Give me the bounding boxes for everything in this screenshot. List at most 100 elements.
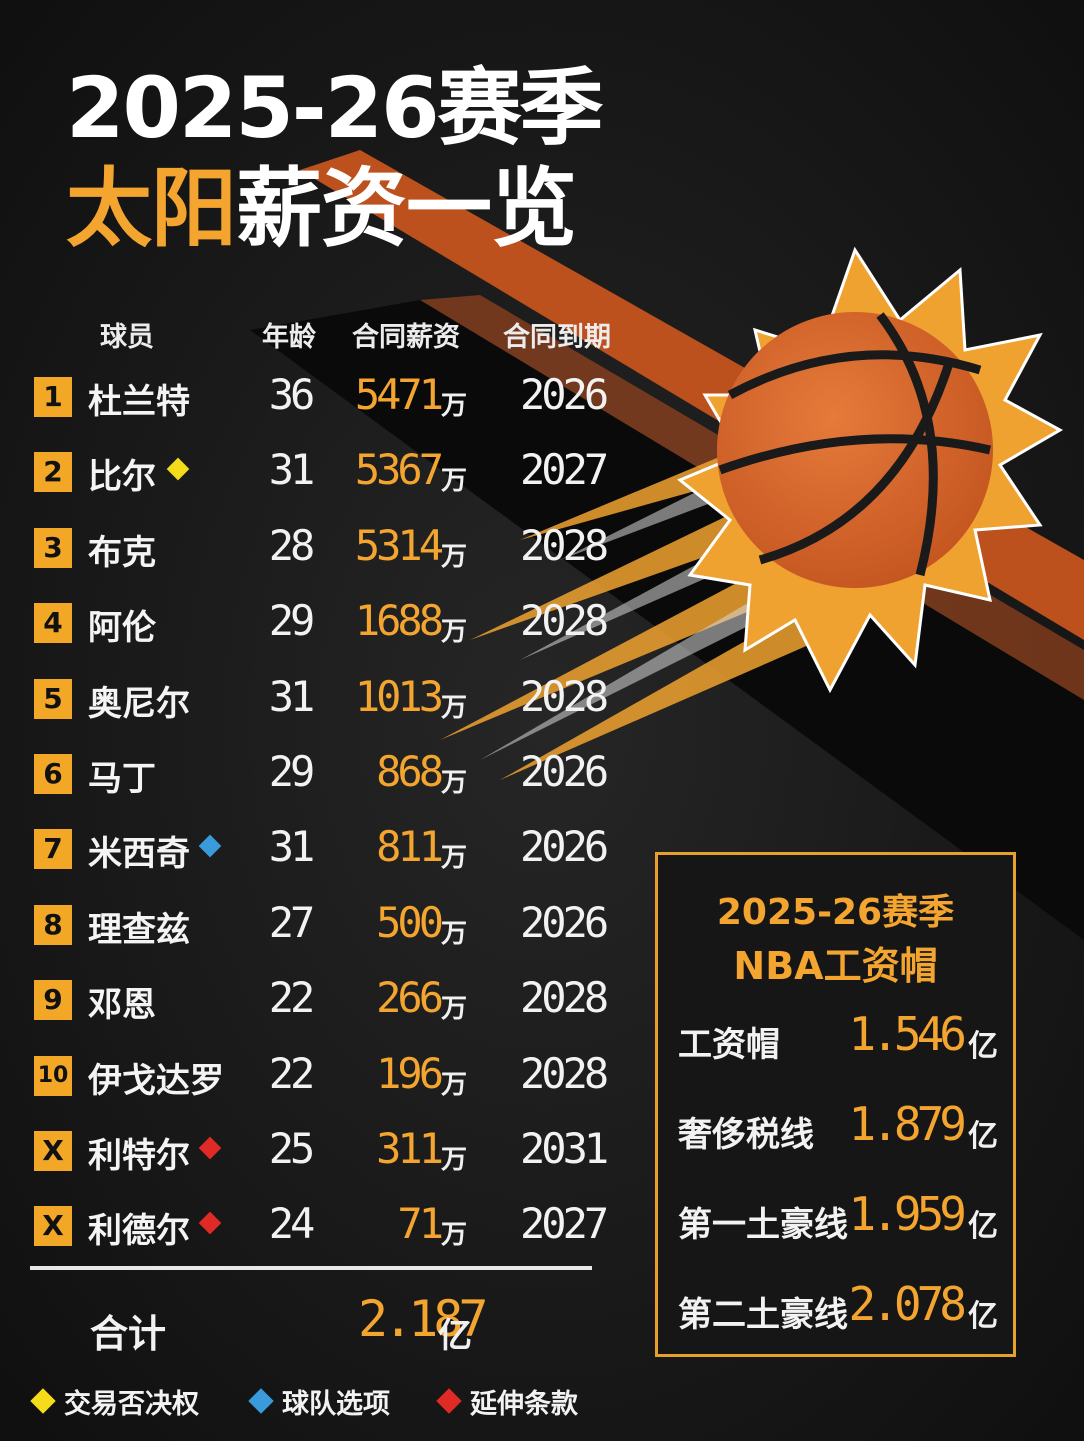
table-row: 10 伊戈达罗 22 196 万 2028	[0, 1047, 640, 1122]
cap-box-subtitle: NBA工资帽	[733, 944, 938, 988]
player-name: 马丁	[88, 759, 156, 799]
player-salary: 811	[376, 822, 444, 872]
player-salary: 5471	[354, 370, 444, 419]
player-age: 36	[268, 370, 316, 419]
player-age: 31	[268, 822, 316, 872]
player-age: 25	[268, 1124, 316, 1173]
rank-badge: X	[34, 1131, 72, 1171]
contract-expiry: 2026	[520, 747, 609, 796]
header-expiry: 合同到期	[503, 322, 611, 353]
table-row: X 利特尔 25 311 万 2031	[0, 1122, 640, 1197]
player-age: 24	[268, 1199, 316, 1249]
salary-unit: 万	[441, 1220, 468, 1251]
player-age: 31	[268, 671, 316, 721]
header-player: 球员	[100, 322, 154, 353]
cap-row: 第二土豪线 2.078 亿	[678, 1273, 998, 1343]
rank-badge: 9	[34, 980, 72, 1021]
contract-expiry: 2027	[520, 1199, 609, 1249]
rank-badge: 6	[34, 754, 72, 794]
salary-unit: 万	[441, 391, 468, 421]
player-name: 伊戈达罗	[88, 1060, 224, 1101]
contract-expiry: 2028	[520, 671, 609, 721]
rank-badge: 8	[34, 904, 72, 945]
salary-unit: 万	[441, 1145, 468, 1175]
red-diamond-icon	[198, 1136, 222, 1160]
cap-label: 第一土豪线	[678, 1205, 848, 1245]
player-salary: 5367	[354, 445, 444, 495]
page-title-line1: 2025-26赛季	[66, 59, 604, 157]
player-age: 31	[268, 445, 316, 495]
player-age: 29	[268, 596, 316, 646]
player-salary: 500	[376, 897, 444, 947]
player-salary: 266	[376, 973, 444, 1023]
table-row: 9 邓恩 22 266 万 2028	[0, 971, 640, 1046]
player-name: 理查兹	[88, 909, 190, 950]
player-salary: 196	[376, 1048, 444, 1098]
salary-unit: 万	[441, 994, 468, 1025]
legend-label: 球队选项	[282, 1389, 390, 1420]
player-name: 比尔	[88, 457, 156, 498]
player-salary: 311	[376, 1124, 444, 1173]
contract-expiry: 2028	[520, 1048, 609, 1098]
rank-badge: 2	[34, 452, 72, 493]
cap-label: 奢侈税线	[678, 1115, 814, 1155]
header-age: 年龄	[262, 322, 316, 353]
title-team: 太阳	[66, 159, 237, 259]
basketball-icon	[717, 312, 993, 588]
player-age: 22	[268, 1048, 316, 1098]
divider	[30, 1266, 592, 1270]
table-row: 8 理查兹 27 500 万 2026	[0, 896, 640, 971]
player-age: 27	[268, 897, 316, 947]
player-name: 阿伦	[88, 608, 156, 649]
player-name: 杜兰特	[88, 382, 190, 422]
table-row: X 利德尔 24 71 万 2027	[0, 1197, 640, 1272]
legend-label: 交易否决权	[64, 1389, 199, 1420]
cap-row: 第一土豪线 1.959 亿	[678, 1183, 998, 1253]
salary-cap-box: 2025-26赛季 NBA工资帽 工资帽 1.546 亿 奢侈税线 1.879 …	[655, 852, 1016, 1357]
header-salary: 合同薪资	[352, 322, 460, 353]
red-diamond-icon	[198, 1212, 222, 1235]
cap-label: 工资帽	[678, 1025, 780, 1065]
contract-expiry: 2027	[520, 445, 609, 495]
player-salary: 5314	[354, 520, 444, 570]
rank-badge: 4	[34, 603, 72, 644]
salary-unit: 万	[441, 1069, 468, 1100]
cap-row: 工资帽 1.546 亿	[678, 1003, 998, 1073]
player-salary: 1688	[354, 596, 444, 646]
cap-value: 2.078	[848, 1277, 968, 1331]
contract-expiry: 2026	[520, 370, 609, 419]
player-name: 利德尔	[88, 1211, 190, 1252]
player-age: 29	[268, 747, 316, 796]
total-value: 2.187	[358, 1290, 488, 1348]
player-age: 22	[268, 973, 316, 1023]
rank-badge: 7	[34, 829, 72, 870]
contract-expiry: 2026	[520, 822, 609, 872]
salary-unit: 万	[441, 466, 468, 497]
player-salary: 1013	[354, 671, 444, 721]
rank-badge: 10	[34, 1055, 72, 1096]
table-row: 5 奥尼尔 31 1013 万 2028	[0, 670, 640, 745]
player-name: 利特尔	[88, 1136, 190, 1176]
player-name: 奥尼尔	[88, 683, 190, 724]
cap-value: 1.959	[848, 1187, 968, 1241]
player-name: 布克	[88, 532, 156, 573]
total-unit: 亿	[438, 1316, 472, 1356]
contract-expiry: 2026	[520, 897, 609, 947]
sun-streaks	[440, 440, 820, 780]
contract-expiry: 2028	[520, 596, 609, 646]
table-row: 6 马丁 29 868 万 2026	[0, 745, 640, 820]
player-name: 邓恩	[88, 985, 156, 1026]
contract-expiry: 2031	[520, 1124, 609, 1173]
cap-box-title: 2025-26赛季	[716, 892, 955, 933]
cap-unit: 亿	[968, 1209, 998, 1244]
salary-unit: 万	[441, 692, 468, 723]
table-row: 1 杜兰特 36 5471 万 2026	[0, 368, 640, 443]
salary-unit: 万	[441, 918, 468, 949]
rank-badge: 1	[34, 377, 72, 417]
contract-expiry: 2028	[520, 973, 609, 1023]
total-label: 合计	[90, 1312, 167, 1356]
legend-label: 延伸条款	[470, 1389, 578, 1420]
player-age: 28	[268, 520, 316, 570]
rank-badge: X	[34, 1206, 72, 1247]
